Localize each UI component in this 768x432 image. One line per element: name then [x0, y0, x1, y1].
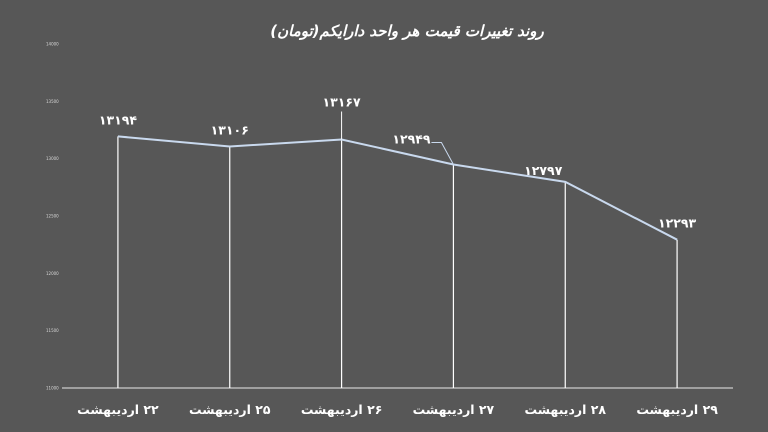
label-leader-lines: [341, 111, 454, 165]
x-tick-label: ۲۵ اردیبهشت: [189, 402, 271, 417]
data-label: ۱۳۱۶۷: [323, 95, 362, 110]
data-label: ۱۲۹۴۹: [392, 132, 431, 147]
y-tick-label: 11500: [46, 328, 59, 333]
y-tick-label: 12000: [46, 271, 59, 276]
data-label: ۱۳۱۹۴: [99, 112, 138, 127]
data-labels: ۱۳۱۹۴ ۱۳۱۰۶ ۱۳۱۶۷ ۱۲۹۴۹ ۱۲۷۹۷ ۱۲۲۹۳: [99, 95, 697, 231]
x-tick-label: ۲۷ اردیبهشت: [413, 402, 495, 417]
data-label: ۱۳۱۰۶: [211, 123, 249, 138]
y-axis: 11000 11500 12000 12500 13000 13500 14000: [46, 42, 59, 391]
chart-title: روند تغییرات قیمت هر واحد دارایکم(تومان): [270, 22, 544, 40]
x-tick-label: ۲۲ اردیبهشت: [77, 402, 159, 417]
y-tick-label: 13000: [46, 156, 59, 161]
y-tick-label: 11000: [46, 386, 59, 391]
data-label: ۱۲۲۹۳: [658, 216, 697, 231]
x-tick-label: ۲۹ اردیبهشت: [636, 402, 718, 417]
x-axis-labels: ۲۲ اردیبهشت ۲۵ اردیبهشت ۲۶ اردیبهشت ۲۷ اردی…: [77, 402, 718, 417]
leader-line: [431, 142, 454, 165]
y-tick-label: 12500: [46, 214, 59, 219]
series-line: [117, 135, 678, 241]
x-tick-label: ۲۶ اردیبهشت: [301, 402, 383, 417]
y-tick-label: 14000: [46, 42, 59, 47]
y-tick-label: 13500: [46, 99, 59, 104]
data-label: ۱۲۷۹۷: [524, 163, 563, 178]
drop-lines: [117, 136, 678, 388]
x-tick-label: ۲۸ اردیبهشت: [524, 402, 606, 417]
